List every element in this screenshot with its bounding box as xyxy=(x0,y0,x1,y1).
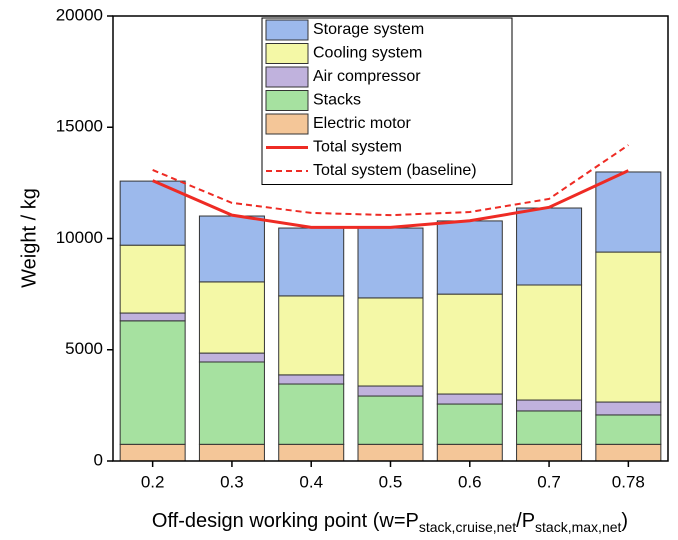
bar-segment xyxy=(436,443,503,462)
bar-segment xyxy=(198,281,265,354)
bar-segment xyxy=(278,383,345,445)
y-tick-label: 5000 xyxy=(65,339,103,358)
x-tick-label: 0.2 xyxy=(141,472,165,491)
bar-segment xyxy=(357,443,424,462)
legend-label: Air compressor xyxy=(313,68,421,85)
bar-segment xyxy=(436,403,503,445)
bar-segment xyxy=(595,401,662,416)
legend-label: Electric motor xyxy=(313,115,411,132)
bar-segment xyxy=(119,443,186,462)
x-tick-label: 0.4 xyxy=(299,472,323,491)
bar-segment xyxy=(119,320,186,445)
x-label-part: /P xyxy=(516,510,535,532)
bar-segment xyxy=(198,361,265,445)
bar-segment xyxy=(278,443,345,462)
y-tick-label: 15000 xyxy=(56,117,103,136)
bar-segment xyxy=(357,297,424,387)
legend-swatch xyxy=(265,43,309,64)
x-label-sub: stack,cruise,net xyxy=(419,519,516,535)
y-axis-label: Weight / kg xyxy=(18,188,40,288)
bar-segment xyxy=(516,399,583,412)
bar-segment xyxy=(119,312,186,322)
legend-label: Cooling system xyxy=(313,45,422,62)
bar-segment xyxy=(278,227,345,297)
x-tick-label: 0.6 xyxy=(458,472,482,491)
line xyxy=(152,169,629,229)
legend-label: Storage system xyxy=(313,21,424,38)
bar-segment xyxy=(198,443,265,462)
legend-swatch xyxy=(265,90,309,111)
legend-swatch xyxy=(265,19,309,41)
plot-frame xyxy=(112,15,669,462)
x-label-part: ) xyxy=(621,510,628,532)
x-axis-label: Off-design working point (w=Pstack,cruis… xyxy=(152,510,628,534)
bar-segment xyxy=(516,443,583,462)
x-tick-label: 0.3 xyxy=(220,472,244,491)
bar-segment xyxy=(436,293,503,395)
bar-segment xyxy=(595,443,662,462)
line xyxy=(152,144,629,217)
bar-segment xyxy=(119,180,186,246)
bar-segment xyxy=(516,284,583,401)
x-tick-label: 0.7 xyxy=(537,472,561,491)
bar-segment xyxy=(357,385,424,397)
legend-swatch xyxy=(265,113,309,135)
y-tick-label: 20000 xyxy=(56,5,103,24)
legend-label: Stacks xyxy=(313,92,361,109)
bar-segment xyxy=(595,251,662,403)
y-tick-label: 0 xyxy=(94,450,103,469)
x-tick-label: 0.5 xyxy=(379,472,403,491)
y-tick-label: 10000 xyxy=(56,228,103,247)
bar-segment xyxy=(436,393,503,405)
bar-segment xyxy=(278,374,345,385)
legend-swatch xyxy=(265,66,309,88)
bar-segment xyxy=(278,295,345,376)
x-label-part: Off-design working point (w=P xyxy=(152,510,419,532)
bar-segment xyxy=(595,414,662,445)
bar-segment xyxy=(119,244,186,314)
legend-label: Total system (baseline) xyxy=(313,162,477,179)
bar-segment xyxy=(436,220,503,295)
bar-segment xyxy=(595,171,662,253)
bar-segment xyxy=(198,352,265,363)
bar-segment xyxy=(357,227,424,299)
x-tick-label: 0.78 xyxy=(612,472,645,491)
bar-segment xyxy=(516,207,583,286)
bar-segment xyxy=(198,215,265,283)
bar-segment xyxy=(357,395,424,445)
x-label-sub: stack,max,net xyxy=(535,519,621,535)
bar-segment xyxy=(516,410,583,445)
legend-label: Total system xyxy=(313,139,402,156)
